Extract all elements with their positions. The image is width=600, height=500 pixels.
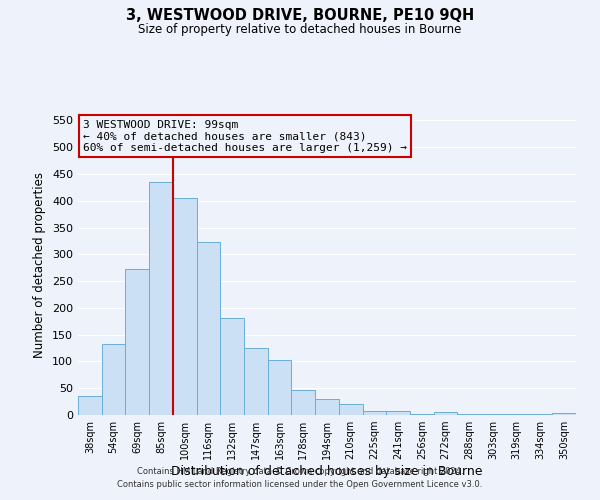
Bar [457,414,481,415]
Bar [173,198,197,415]
Bar [268,360,292,415]
Text: Contains public sector information licensed under the Open Government Licence v3: Contains public sector information licen… [118,480,482,489]
Bar [197,242,220,415]
Text: Size of property relative to detached houses in Bourne: Size of property relative to detached ho… [139,22,461,36]
Y-axis label: Number of detached properties: Number of detached properties [34,172,46,358]
Bar [410,414,434,415]
Bar [434,412,457,415]
Bar [362,410,386,415]
Bar [386,410,410,415]
Bar [292,390,315,415]
Bar [552,414,576,415]
Text: Contains HM Land Registry data © Crown copyright and database right 2024.: Contains HM Land Registry data © Crown c… [137,467,463,476]
Text: 3 WESTWOOD DRIVE: 99sqm
← 40% of detached houses are smaller (843)
60% of semi-d: 3 WESTWOOD DRIVE: 99sqm ← 40% of detache… [83,120,407,152]
Bar [220,318,244,415]
Bar [102,344,125,415]
Bar [315,399,339,415]
Bar [339,404,362,415]
Text: 3, WESTWOOD DRIVE, BOURNE, PE10 9QH: 3, WESTWOOD DRIVE, BOURNE, PE10 9QH [126,8,474,22]
Bar [481,414,505,415]
Bar [125,270,149,415]
X-axis label: Distribution of detached houses by size in Bourne: Distribution of detached houses by size … [171,465,483,478]
Bar [529,414,552,415]
Bar [149,182,173,415]
Bar [505,414,529,415]
Bar [244,348,268,415]
Bar [78,396,102,415]
